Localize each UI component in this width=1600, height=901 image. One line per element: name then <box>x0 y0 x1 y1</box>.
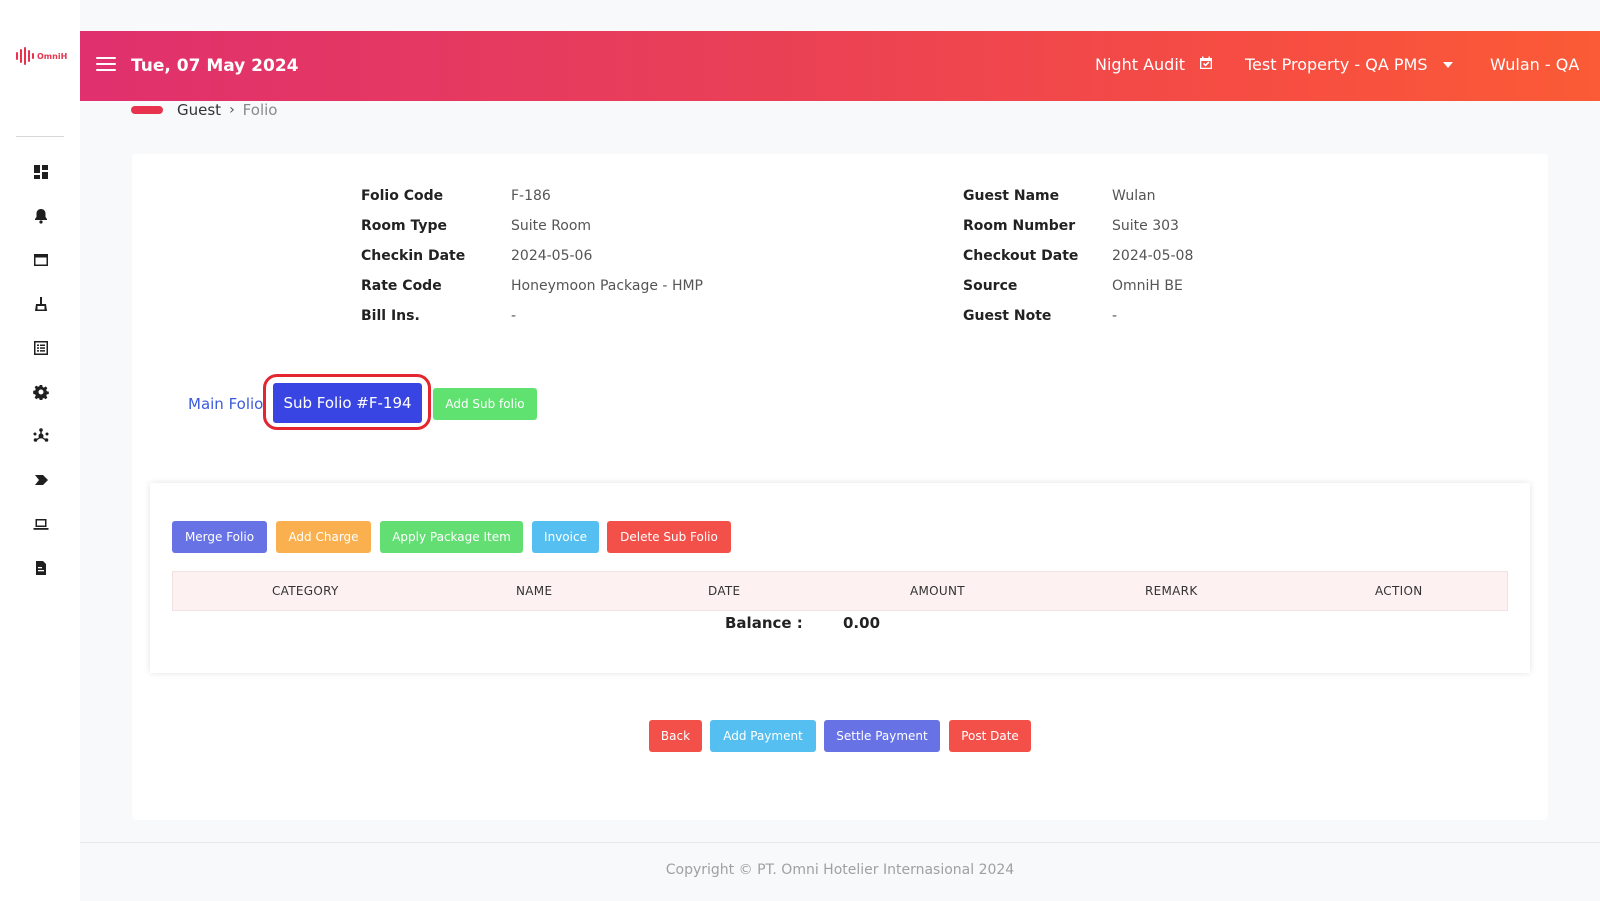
info-folio-code: Folio Code <box>361 188 443 204</box>
breadcrumb-separator-icon: › <box>229 102 235 118</box>
info-guest-name: Guest Name <box>963 188 1059 204</box>
chevron-down-icon <box>1443 61 1454 68</box>
property-selector[interactable]: Test Property - QA PMS <box>1245 55 1454 74</box>
add-charge-button[interactable]: Add Charge <box>276 521 371 553</box>
info-label: Bill Ins. <box>361 308 420 324</box>
sidebar-item-settings[interactable] <box>31 382 51 402</box>
info-label: Checkout Date <box>963 248 1079 264</box>
info-label: Checkin Date <box>361 248 466 264</box>
info-value: 2024-05-08 <box>1112 248 1194 264</box>
sidebar-item-frontdesk[interactable] <box>31 514 51 534</box>
settle-payment-button[interactable]: Settle Payment <box>824 720 940 752</box>
sidebar-item-rooms[interactable] <box>31 250 51 270</box>
info-value: 2024-05-06 <box>511 248 593 264</box>
sidebar-item-rates[interactable] <box>31 470 51 490</box>
charges-table-header: CATEGORY NAME DATE AMOUNT REMARK ACTION <box>172 571 1508 611</box>
laptop-icon <box>33 519 49 530</box>
info-label: Guest Name <box>963 188 1060 204</box>
balance-value: 0.00 <box>843 614 881 632</box>
info-checkout-date: Checkout Date <box>963 248 1078 264</box>
bell-icon <box>35 209 47 224</box>
apply-package-item-button[interactable]: Apply Package Item <box>380 521 523 553</box>
breadcrumb-current: Folio <box>242 101 278 119</box>
add-payment-button[interactable]: Add Payment <box>710 720 816 752</box>
sidebar-item-channel[interactable] <box>31 426 51 446</box>
report-icon <box>36 561 46 575</box>
property-name: Test Property - QA PMS <box>1245 55 1428 74</box>
info-checkin-date: Checkin Date <box>361 248 465 264</box>
info-guest-note: Guest Note <box>963 308 1051 324</box>
column-header-category: CATEGORY <box>272 584 339 598</box>
delete-sub-folio-button[interactable]: Delete Sub Folio <box>607 521 731 553</box>
back-button[interactable]: Back <box>649 720 702 752</box>
network-icon <box>33 428 49 442</box>
breadcrumb: Guest › Folio <box>177 101 277 119</box>
sidebar-item-dashboard[interactable] <box>31 162 51 182</box>
current-date: Tue, 07 May 2024 <box>131 56 299 76</box>
broom-icon <box>35 297 47 311</box>
sidebar-item-reservations[interactable] <box>31 338 51 358</box>
info-value: - <box>1112 308 1118 324</box>
info-label: Rate Code <box>361 278 442 294</box>
window-icon <box>34 254 48 266</box>
column-header-amount: AMOUNT <box>910 584 965 598</box>
balance-label: Balance : <box>725 614 803 632</box>
info-room-number: Room Number <box>963 218 1075 234</box>
night-audit-link[interactable]: Night Audit <box>1095 55 1213 74</box>
info-label: Guest Note <box>963 308 1052 324</box>
column-header-remark: REMARK <box>1145 584 1198 598</box>
sub-folio-tab[interactable]: Sub Folio #F-194 <box>273 383 422 423</box>
sidebar-item-housekeeping[interactable] <box>31 294 51 314</box>
info-value: Suite Room <box>511 218 592 234</box>
logo-text: OmniH <box>37 51 68 61</box>
user-menu[interactable]: Wulan - QA <box>1490 55 1580 74</box>
tag-icon <box>35 475 48 485</box>
night-audit-label: Night Audit <box>1095 55 1186 74</box>
info-value: Honeymoon Package - HMP <box>511 278 703 294</box>
calendar-check-icon <box>1199 55 1213 74</box>
breadcrumb-accent <box>131 106 163 114</box>
post-date-button[interactable]: Post Date <box>949 720 1031 752</box>
footer-copyright: Copyright © PT. Omni Hotelier Internasio… <box>665 862 1015 878</box>
footer-divider <box>80 842 1600 843</box>
info-rate-code: Rate Code <box>361 278 442 294</box>
gear-icon <box>33 385 49 400</box>
info-label: Folio Code <box>361 188 444 204</box>
column-header-name: NAME <box>516 584 553 598</box>
sidebar-divider <box>16 136 64 137</box>
info-value: Wulan <box>1112 188 1156 204</box>
info-label: Room Type <box>361 218 448 234</box>
invoice-button[interactable]: Invoice <box>532 521 599 553</box>
info-value: - <box>511 308 517 324</box>
sidebar: OmniH <box>0 0 80 901</box>
dashboard-icon <box>34 165 48 179</box>
info-label: Source <box>963 278 1018 294</box>
highlight-outline <box>263 374 431 430</box>
info-value: OmniH BE <box>1112 278 1183 294</box>
sidebar-item-alerts[interactable] <box>31 206 51 226</box>
list-icon <box>34 341 48 355</box>
merge-folio-button[interactable]: Merge Folio <box>172 521 267 553</box>
info-value: Suite 303 <box>1112 218 1179 234</box>
logo-mark-icon <box>16 47 34 65</box>
column-header-date: DATE <box>708 584 741 598</box>
info-room-type: Room Type <box>361 218 447 234</box>
omnih-logo[interactable]: OmniH <box>16 46 68 66</box>
info-value: F-186 <box>511 188 551 204</box>
top-header: Tue, 07 May 2024 Night Audit Test Proper… <box>80 31 1600 101</box>
main-folio-tab[interactable]: Main Folio <box>188 395 264 413</box>
sidebar-item-reports[interactable] <box>31 558 51 578</box>
info-source: Source <box>963 278 1017 294</box>
add-sub-folio-button[interactable]: Add Sub folio <box>433 388 537 420</box>
info-bill-ins: Bill Ins. <box>361 308 420 324</box>
breadcrumb-guest[interactable]: Guest <box>177 101 222 119</box>
column-header-action: ACTION <box>1375 584 1423 598</box>
menu-toggle-icon[interactable] <box>96 57 116 73</box>
info-label: Room Number <box>963 218 1076 234</box>
